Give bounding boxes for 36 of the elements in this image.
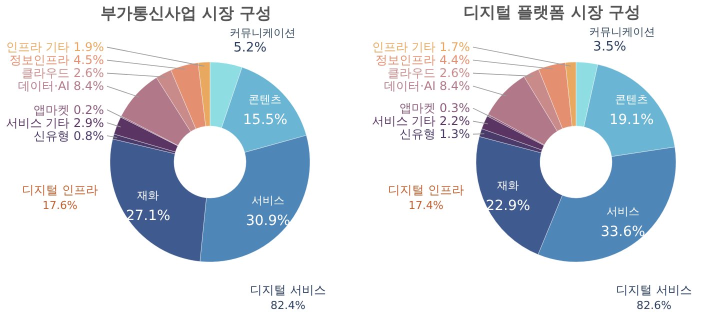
data-label: 27.1% [126, 208, 170, 224]
data-label: 30.9% [246, 212, 290, 229]
slice-label: 인프라 기타 1.7% [372, 40, 470, 54]
slice-label: 정보인프라 4.4% [376, 53, 470, 68]
text: 디지털 인프라 17.4% [388, 183, 464, 212]
slice-label: 커뮤니케이션 [589, 26, 656, 39]
slice-label: 콘텐츠 [615, 93, 648, 106]
slice-label: 클라우드 2.6% [388, 66, 470, 80]
text: 디지털 인프라 17.6% [22, 183, 98, 212]
slice-label: 커뮤니케이션 [230, 26, 296, 40]
data-label: 19.1% [609, 112, 654, 128]
slice-label: 정보인프라 4.5% [10, 53, 104, 68]
slice-label: 앱마켓 0.2% [34, 102, 104, 117]
data-label: 33.6% [600, 224, 646, 240]
slice-label: 콘텐츠 [248, 92, 282, 106]
data-label: 22.9% [486, 198, 530, 214]
slice-label: 데이터·AI 8.4% [18, 79, 104, 94]
slice-label: 데이터·AI 8.4% [384, 79, 470, 94]
text: 디지털 서비스 82.6% [616, 283, 692, 312]
slice-label: 앱마켓 0.3% [400, 101, 470, 116]
text: 디지털 서비스 82.4% [250, 283, 326, 312]
slice-label: 재화 [137, 189, 160, 202]
slice-label: 서비스 기타 2.9% [6, 116, 104, 130]
slice-label: 서비스 [606, 204, 640, 218]
data-label: 5.2% [234, 40, 267, 56]
slice-label: 클라우드 2.6% [22, 66, 104, 80]
slice-label: 신유형 0.8% [34, 128, 104, 143]
data-label: 15.5% [242, 112, 288, 128]
slice-label: 서비스 기타 2.2% [372, 114, 470, 128]
slice-label: 신유형 1.3% [400, 127, 470, 142]
chart-title: 부가통신사업 시장 구성 [100, 4, 272, 23]
data-label: 3.5% [593, 40, 626, 55]
slice-label: 서비스 [252, 194, 285, 207]
chart-title: 디지털 플랫폼 시장 구성 [464, 2, 640, 22]
slice-label: 재화 [496, 178, 519, 192]
slice-label: 인프라 기타 1.9% [6, 40, 104, 54]
